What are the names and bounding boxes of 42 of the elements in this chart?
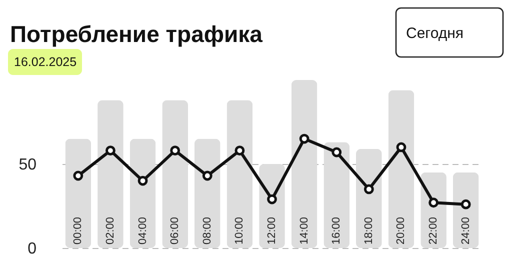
x-tick-label: 12:00 <box>266 216 278 244</box>
x-tick-label: 22:00 <box>428 216 440 244</box>
point <box>106 146 116 156</box>
chart-subtitle: 16.02.2025 <box>14 55 77 69</box>
bar <box>98 100 124 248</box>
point <box>202 170 212 181</box>
x-tick-label: 24:00 <box>460 216 472 244</box>
x-tick-label: 10:00 <box>234 216 246 244</box>
bar <box>226 100 253 248</box>
bar <box>130 138 156 248</box>
point <box>332 147 342 158</box>
point <box>267 194 277 204</box>
point <box>364 184 374 194</box>
point <box>234 146 245 156</box>
x-tick-label: 06:00 <box>169 216 182 244</box>
bar <box>388 90 414 248</box>
x-tick-label: 08:00 <box>201 216 214 244</box>
y-tick-label: 50 <box>18 156 37 174</box>
x-tick-label: 00:00 <box>72 216 84 244</box>
x-tick-label: 16:00 <box>330 216 343 244</box>
bar <box>291 80 318 248</box>
x-tick-label: 18:00 <box>362 216 375 244</box>
x-tick-label: 20:00 <box>395 216 408 244</box>
point <box>428 198 438 208</box>
bar <box>324 142 350 248</box>
point <box>396 142 406 152</box>
x-tick-label: 14:00 <box>298 216 310 244</box>
bar <box>356 148 382 248</box>
point <box>73 170 84 181</box>
bar <box>452 172 479 248</box>
x-tick-label: 02:00 <box>104 216 116 244</box>
bar <box>65 138 92 248</box>
bar <box>162 100 188 248</box>
point <box>299 134 310 144</box>
point <box>138 176 148 186</box>
chart-title: Потребление трафика <box>10 21 263 47</box>
bar <box>194 138 220 248</box>
y-tick-label: 0 <box>28 240 37 258</box>
x-tick-label: 04:00 <box>136 216 149 244</box>
point <box>460 199 471 210</box>
text: Сегодня <box>406 25 464 42</box>
point <box>170 146 180 156</box>
